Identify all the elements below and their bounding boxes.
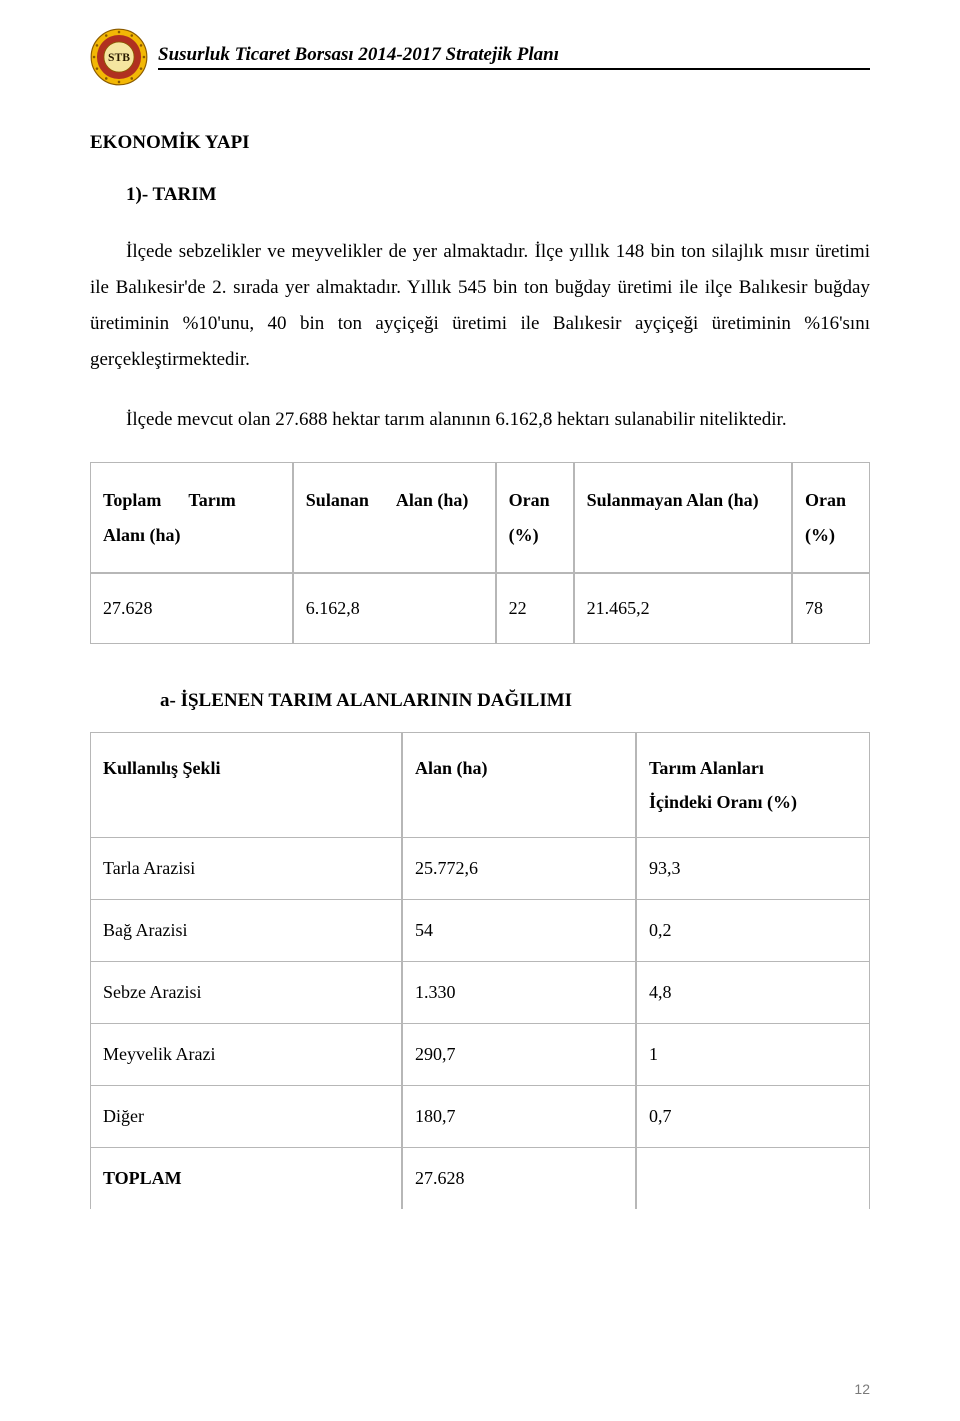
table-islenen-tarim: Kullanılış Şekli Alan (ha) Tarım Alanlar… [90, 732, 870, 1209]
col-label: Tarım Alanlarıİçindeki Oranı (%) [649, 758, 797, 812]
table-cell: Bağ Arazisi [90, 899, 402, 961]
table-cell: 1 [636, 1023, 870, 1085]
table-cell: 0,2 [636, 899, 870, 961]
table-cell: 180,7 [402, 1085, 636, 1147]
table-cell-total-label: TOPLAM [90, 1147, 402, 1209]
table-cell: 93,3 [636, 837, 870, 899]
table-col-header: Oran(%) [496, 462, 574, 572]
table-tarim-alan: Toplam Tarım Alanı (ha) Sulanan Alan (ha… [90, 462, 870, 643]
table-cell: 27.628 [90, 573, 293, 644]
subsection-1: 1)- TARIM [126, 184, 870, 206]
table-cell: 25.772,6 [402, 837, 636, 899]
table-col-header: Kullanılış Şekli [90, 732, 402, 837]
table-cell: 22 [496, 573, 574, 644]
document-header: STB Susurluk Ticaret Borsası 2014-2017 S… [90, 28, 870, 86]
table-col-header: Tarım Alanlarıİçindeki Oranı (%) [636, 732, 870, 837]
org-logo: STB [90, 28, 148, 86]
col-label: Sulanmayan Alan (ha) [587, 490, 759, 510]
table-col-header: Alan (ha) [402, 732, 636, 837]
table-cell: 290,7 [402, 1023, 636, 1085]
table-cell: 6.162,8 [293, 573, 496, 644]
paragraph-2: İlçede mevcut olan 27.688 hektar tarım a… [90, 402, 870, 438]
table-header-row: Toplam Tarım Alanı (ha) Sulanan Alan (ha… [90, 462, 870, 572]
subsection-a: a- İŞLENEN TARIM ALANLARININ DAĞILIMI [160, 690, 870, 712]
col-label: Oran(%) [805, 490, 846, 544]
table-cell [636, 1147, 870, 1209]
page-number: 12 [854, 1381, 870, 1397]
table-row: Meyvelik Arazi 290,7 1 [90, 1023, 870, 1085]
table-col-header: Sulanmayan Alan (ha) [574, 462, 792, 572]
table-col-header: Oran(%) [792, 462, 870, 572]
document-title: Susurluk Ticaret Borsası 2014-2017 Strat… [158, 44, 870, 70]
svg-text:STB: STB [108, 51, 130, 64]
table-row: Bağ Arazisi 54 0,2 [90, 899, 870, 961]
table-cell: 54 [402, 899, 636, 961]
table-cell: Sebze Arazisi [90, 961, 402, 1023]
table-row: Sebze Arazisi 1.330 4,8 [90, 961, 870, 1023]
section-heading: EKONOMİK YAPI [90, 132, 870, 154]
table-col-header: Toplam Tarım Alanı (ha) [90, 462, 293, 572]
table-cell: 1.330 [402, 961, 636, 1023]
table-row: Tarla Arazisi 25.772,6 93,3 [90, 837, 870, 899]
table-header-row: Kullanılış Şekli Alan (ha) Tarım Alanlar… [90, 732, 870, 837]
table-col-header: Sulanan Alan (ha) [293, 462, 496, 572]
col-label: Sulanan Alan (ha) [306, 490, 469, 510]
table-cell: Tarla Arazisi [90, 837, 402, 899]
table-row: TOPLAM 27.628 [90, 1147, 870, 1209]
table-cell: 21.465,2 [574, 573, 792, 644]
table-row: 27.628 6.162,8 22 21.465,2 78 [90, 573, 870, 644]
table-cell: 0,7 [636, 1085, 870, 1147]
page: STB Susurluk Ticaret Borsası 2014-2017 S… [0, 0, 960, 1421]
col-label: Oran(%) [509, 490, 550, 544]
paragraph-1: İlçede sebzelikler ve meyvelikler de yer… [90, 234, 870, 378]
table-cell: 4,8 [636, 961, 870, 1023]
table-cell: Diğer [90, 1085, 402, 1147]
table-cell: 27.628 [402, 1147, 636, 1209]
col-label: Toplam Tarım Alanı (ha) [103, 490, 236, 544]
table-cell: 78 [792, 573, 870, 644]
table-cell: Meyvelik Arazi [90, 1023, 402, 1085]
table-row: Diğer 180,7 0,7 [90, 1085, 870, 1147]
